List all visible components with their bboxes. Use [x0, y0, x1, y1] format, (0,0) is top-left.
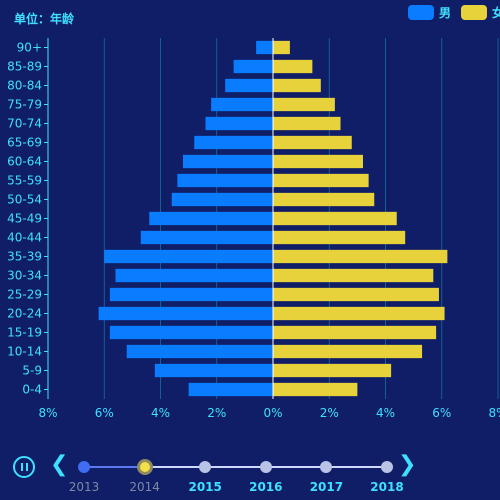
x-tick-label: 2% [320, 406, 339, 420]
next-arrow-icon[interactable]: ❯ [398, 452, 417, 477]
bar [149, 211, 273, 226]
y-tick-label: 40-44 [7, 231, 42, 245]
timeline-point[interactable] [136, 459, 153, 475]
bar [154, 363, 273, 378]
bar [273, 211, 397, 226]
y-tick-label: 25-29 [7, 288, 42, 302]
x-tick-label: 6% [432, 406, 451, 420]
legend: 男 女 [408, 4, 500, 21]
y-tick-label: 50-54 [7, 193, 42, 207]
bar [205, 116, 273, 131]
y-tick-label: 15-19 [7, 326, 42, 340]
bar [273, 135, 352, 150]
y-tick-label: 0-4 [22, 383, 42, 397]
timeline-year-label[interactable]: 2018 [370, 480, 404, 494]
timeline-point[interactable] [78, 461, 90, 473]
bar [194, 135, 273, 150]
bar [188, 382, 273, 397]
bar [140, 230, 273, 245]
pause-icon-bar [25, 463, 28, 471]
timeline-point[interactable] [199, 461, 212, 473]
y-tick-label: 35-39 [7, 250, 42, 264]
bar [273, 344, 423, 359]
bar [273, 268, 434, 283]
y-tick-label: 75-79 [7, 98, 42, 112]
legend-label-male: 男 [439, 6, 452, 20]
timeline-year-label[interactable]: 2017 [309, 480, 344, 494]
bar [273, 192, 375, 207]
bar [126, 344, 273, 359]
bar [177, 173, 273, 188]
bar [273, 382, 358, 397]
x-tick-label: 4% [376, 406, 395, 420]
bar [98, 306, 273, 321]
bar [273, 154, 363, 169]
y-tick-label: 20-24 [7, 307, 42, 321]
timeline-point[interactable] [320, 461, 333, 473]
timeline-year-label[interactable]: 2016 [249, 480, 283, 494]
legend-item-female[interactable]: 女 [461, 4, 500, 21]
bar [211, 97, 273, 112]
y-tick-label: 10-14 [7, 345, 42, 359]
timeline-year-label[interactable]: 2013 [68, 480, 100, 494]
y-tick-label: 65-69 [7, 136, 42, 150]
x-tick-label: 0% [263, 406, 282, 420]
legend-item-male[interactable]: 男 [408, 4, 451, 21]
bar [273, 40, 290, 55]
timeline-track [84, 466, 388, 468]
timeline-progress [84, 466, 146, 468]
bar [273, 78, 321, 93]
bar [183, 154, 273, 169]
bar [273, 325, 437, 340]
bar [171, 192, 273, 207]
bar [273, 363, 392, 378]
timeline-year-label[interactable]: 2015 [188, 480, 222, 494]
bar [115, 268, 273, 283]
legend-swatch-male [408, 5, 434, 20]
timeline-year-label[interactable]: 2014 [129, 480, 160, 494]
y-tick-label: 60-64 [7, 155, 42, 169]
y-tick-label: 55-59 [7, 174, 42, 188]
x-tick-label: 6% [95, 406, 114, 420]
bar [109, 325, 273, 340]
timeline-point[interactable] [259, 461, 272, 473]
y-tick-label: 70-74 [7, 117, 42, 131]
bar [109, 287, 273, 302]
legend-label-female: 女 [492, 6, 500, 20]
unit-label: 单位：年龄 [14, 12, 75, 26]
x-tick-label: 8% [38, 406, 57, 420]
bar [256, 40, 273, 55]
bar [233, 59, 273, 74]
bar [273, 97, 335, 112]
bar [273, 249, 448, 264]
legend-swatch-female [461, 5, 488, 20]
bar [225, 78, 273, 93]
y-tick-label: 45-49 [7, 212, 42, 226]
timeline: ❮ 2013 2014 2015 2016 2017 2018 ❯ [0, 448, 500, 500]
pause-button[interactable] [13, 456, 35, 478]
bar [273, 287, 439, 302]
y-tick-label: 85-89 [7, 60, 42, 74]
bar [273, 306, 445, 321]
bar [273, 59, 313, 74]
y-tick-label: 90+ [17, 41, 42, 55]
y-tick-label: 80-84 [7, 79, 42, 93]
x-tick-label: 4% [151, 406, 170, 420]
y-tick-label: 5-9 [22, 364, 42, 378]
x-tick-label: 2% [207, 406, 226, 420]
timeline-point[interactable] [381, 461, 393, 473]
bar [273, 116, 341, 131]
bar [273, 173, 369, 188]
prev-arrow-icon[interactable]: ❮ [50, 452, 69, 477]
bar [104, 249, 273, 264]
x-tick-label: 8% [488, 406, 500, 420]
y-tick-label: 30-34 [7, 269, 42, 283]
bar [273, 230, 406, 245]
pause-icon-bar [20, 463, 23, 471]
